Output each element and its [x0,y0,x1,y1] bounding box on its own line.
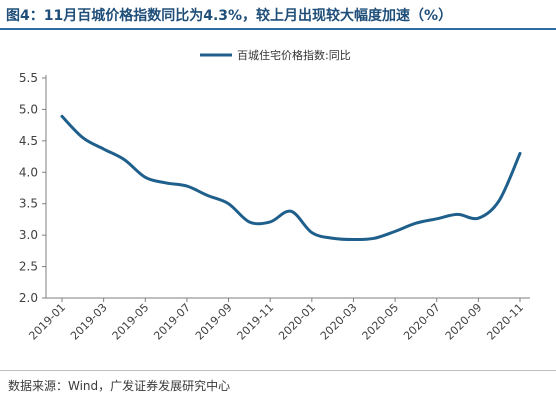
x-tick-label: 2020-05 [360,301,402,343]
x-tick-label: 2019-05 [110,301,152,343]
x-axis-ticks: 2019-01 2019-03 2019-05 2019-07 2019-09 2019-… [26,298,526,343]
y-tick-label: 2.5 [19,260,38,274]
y-tick-label: 4.0 [19,165,38,179]
legend: 百城住宅价格指数:同比 [200,48,351,62]
y-tick-label: 5.0 [19,102,38,116]
line-chart: 百城住宅价格指数:同比 2.0 2.5 3.0 3.5 4.0 4.5 5.0 5.5 201… [19,48,530,343]
x-tick-label: 2019-01 [26,301,68,343]
chart-title: 图4：11月百城价格指数同比为4.3%，较上月出现较大幅度加速（%） [6,8,453,24]
legend-label: 百城住宅价格指数:同比 [237,48,351,62]
x-tick-label: 2020-07 [401,301,443,343]
series-line [60,114,522,242]
x-tick-label: 2019-11 [235,301,277,343]
x-tick-label: 2019-03 [68,301,110,343]
y-tick-label: 4.5 [19,134,38,148]
title-divider [0,28,556,30]
x-tick-label: 2019-09 [193,301,235,343]
y-tick-label: 3.0 [19,228,38,242]
source-divider [0,370,556,371]
x-tick-label: 2020-11 [484,301,526,343]
y-axis-ticks: 2.0 2.5 3.0 3.5 4.0 4.5 5.0 5.5 [19,71,46,305]
x-tick-label: 2020-03 [318,301,360,343]
x-tick-label: 2019-07 [151,301,193,343]
title-bar: 图4：11月百城价格指数同比为4.3%，较上月出现较大幅度加速（%） [0,0,556,30]
x-tick-label: 2020-09 [443,301,485,343]
source-note: 数据来源：Wind，广发证券发展研究中心 [8,379,231,393]
x-tick-label: 2020-01 [276,301,318,343]
y-tick-label: 3.5 [19,197,38,211]
y-tick-label: 2.0 [19,291,38,305]
y-tick-label: 5.5 [19,71,38,85]
